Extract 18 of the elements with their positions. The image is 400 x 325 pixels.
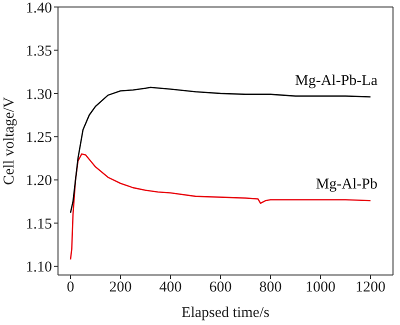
x-tick-label: 1000 (306, 280, 336, 296)
x-tick-label: 600 (209, 280, 232, 296)
x-tick-label: 1200 (356, 280, 386, 296)
y-tick-label: 1.30 (26, 86, 52, 103)
y-tick-label: 1.25 (26, 130, 52, 146)
series-label: Mg-Al-Pb-La (295, 72, 378, 89)
x-tick-label: 0 (66, 280, 74, 296)
x-axis-title: Elapsed time/s (182, 305, 270, 321)
series-label: Mg-Al-Pb (316, 176, 378, 193)
y-axis-title: Cell voltage/V (1, 96, 18, 185)
x-tick-label: 400 (159, 280, 182, 296)
y-tick-label: 1.20 (26, 173, 52, 190)
x-tick-label: 800 (259, 280, 282, 296)
y-tick-label: 1.35 (26, 44, 52, 60)
y-tick-label: 1.10 (26, 260, 52, 276)
y-tick-label: 1.40 (26, 0, 52, 16)
y-tick-label: 1.15 (26, 216, 52, 232)
x-tick-label: 200 (109, 280, 132, 296)
